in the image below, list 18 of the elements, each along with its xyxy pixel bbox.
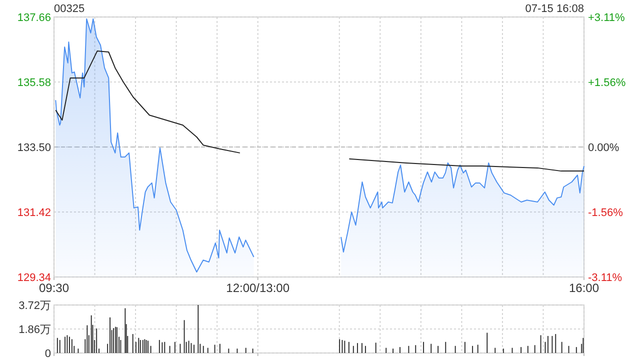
y-tick-label: 133.50 xyxy=(17,142,51,154)
y2-tick-label: -1.56% xyxy=(588,207,624,220)
y2-tick-label: -3.11% xyxy=(588,272,622,284)
y-tick-label: 137.66 xyxy=(17,12,51,24)
x-tick-label: 09:30 xyxy=(38,281,70,295)
y-tick-label: 1.86万 xyxy=(18,324,51,336)
x-tick-label: 12:00/13:00 xyxy=(226,281,290,295)
y-tick-label: 3.72万 xyxy=(18,300,51,312)
y2-tick-label: +3.11% xyxy=(588,12,626,24)
chart-title: 00325 xyxy=(54,3,85,15)
y-tick-label: 135.58 xyxy=(17,77,51,89)
y2-tick-label: +1.56% xyxy=(588,76,626,89)
y-tick-label: 131.42 xyxy=(17,207,51,219)
y-tick-label: 129.34 xyxy=(17,272,51,284)
y-tick-label: 0 xyxy=(44,348,51,360)
text: 07-15 16:08 xyxy=(525,3,584,15)
x-tick-label: 16:00 xyxy=(568,281,600,295)
y2-tick-label: 0.00% xyxy=(588,142,620,154)
